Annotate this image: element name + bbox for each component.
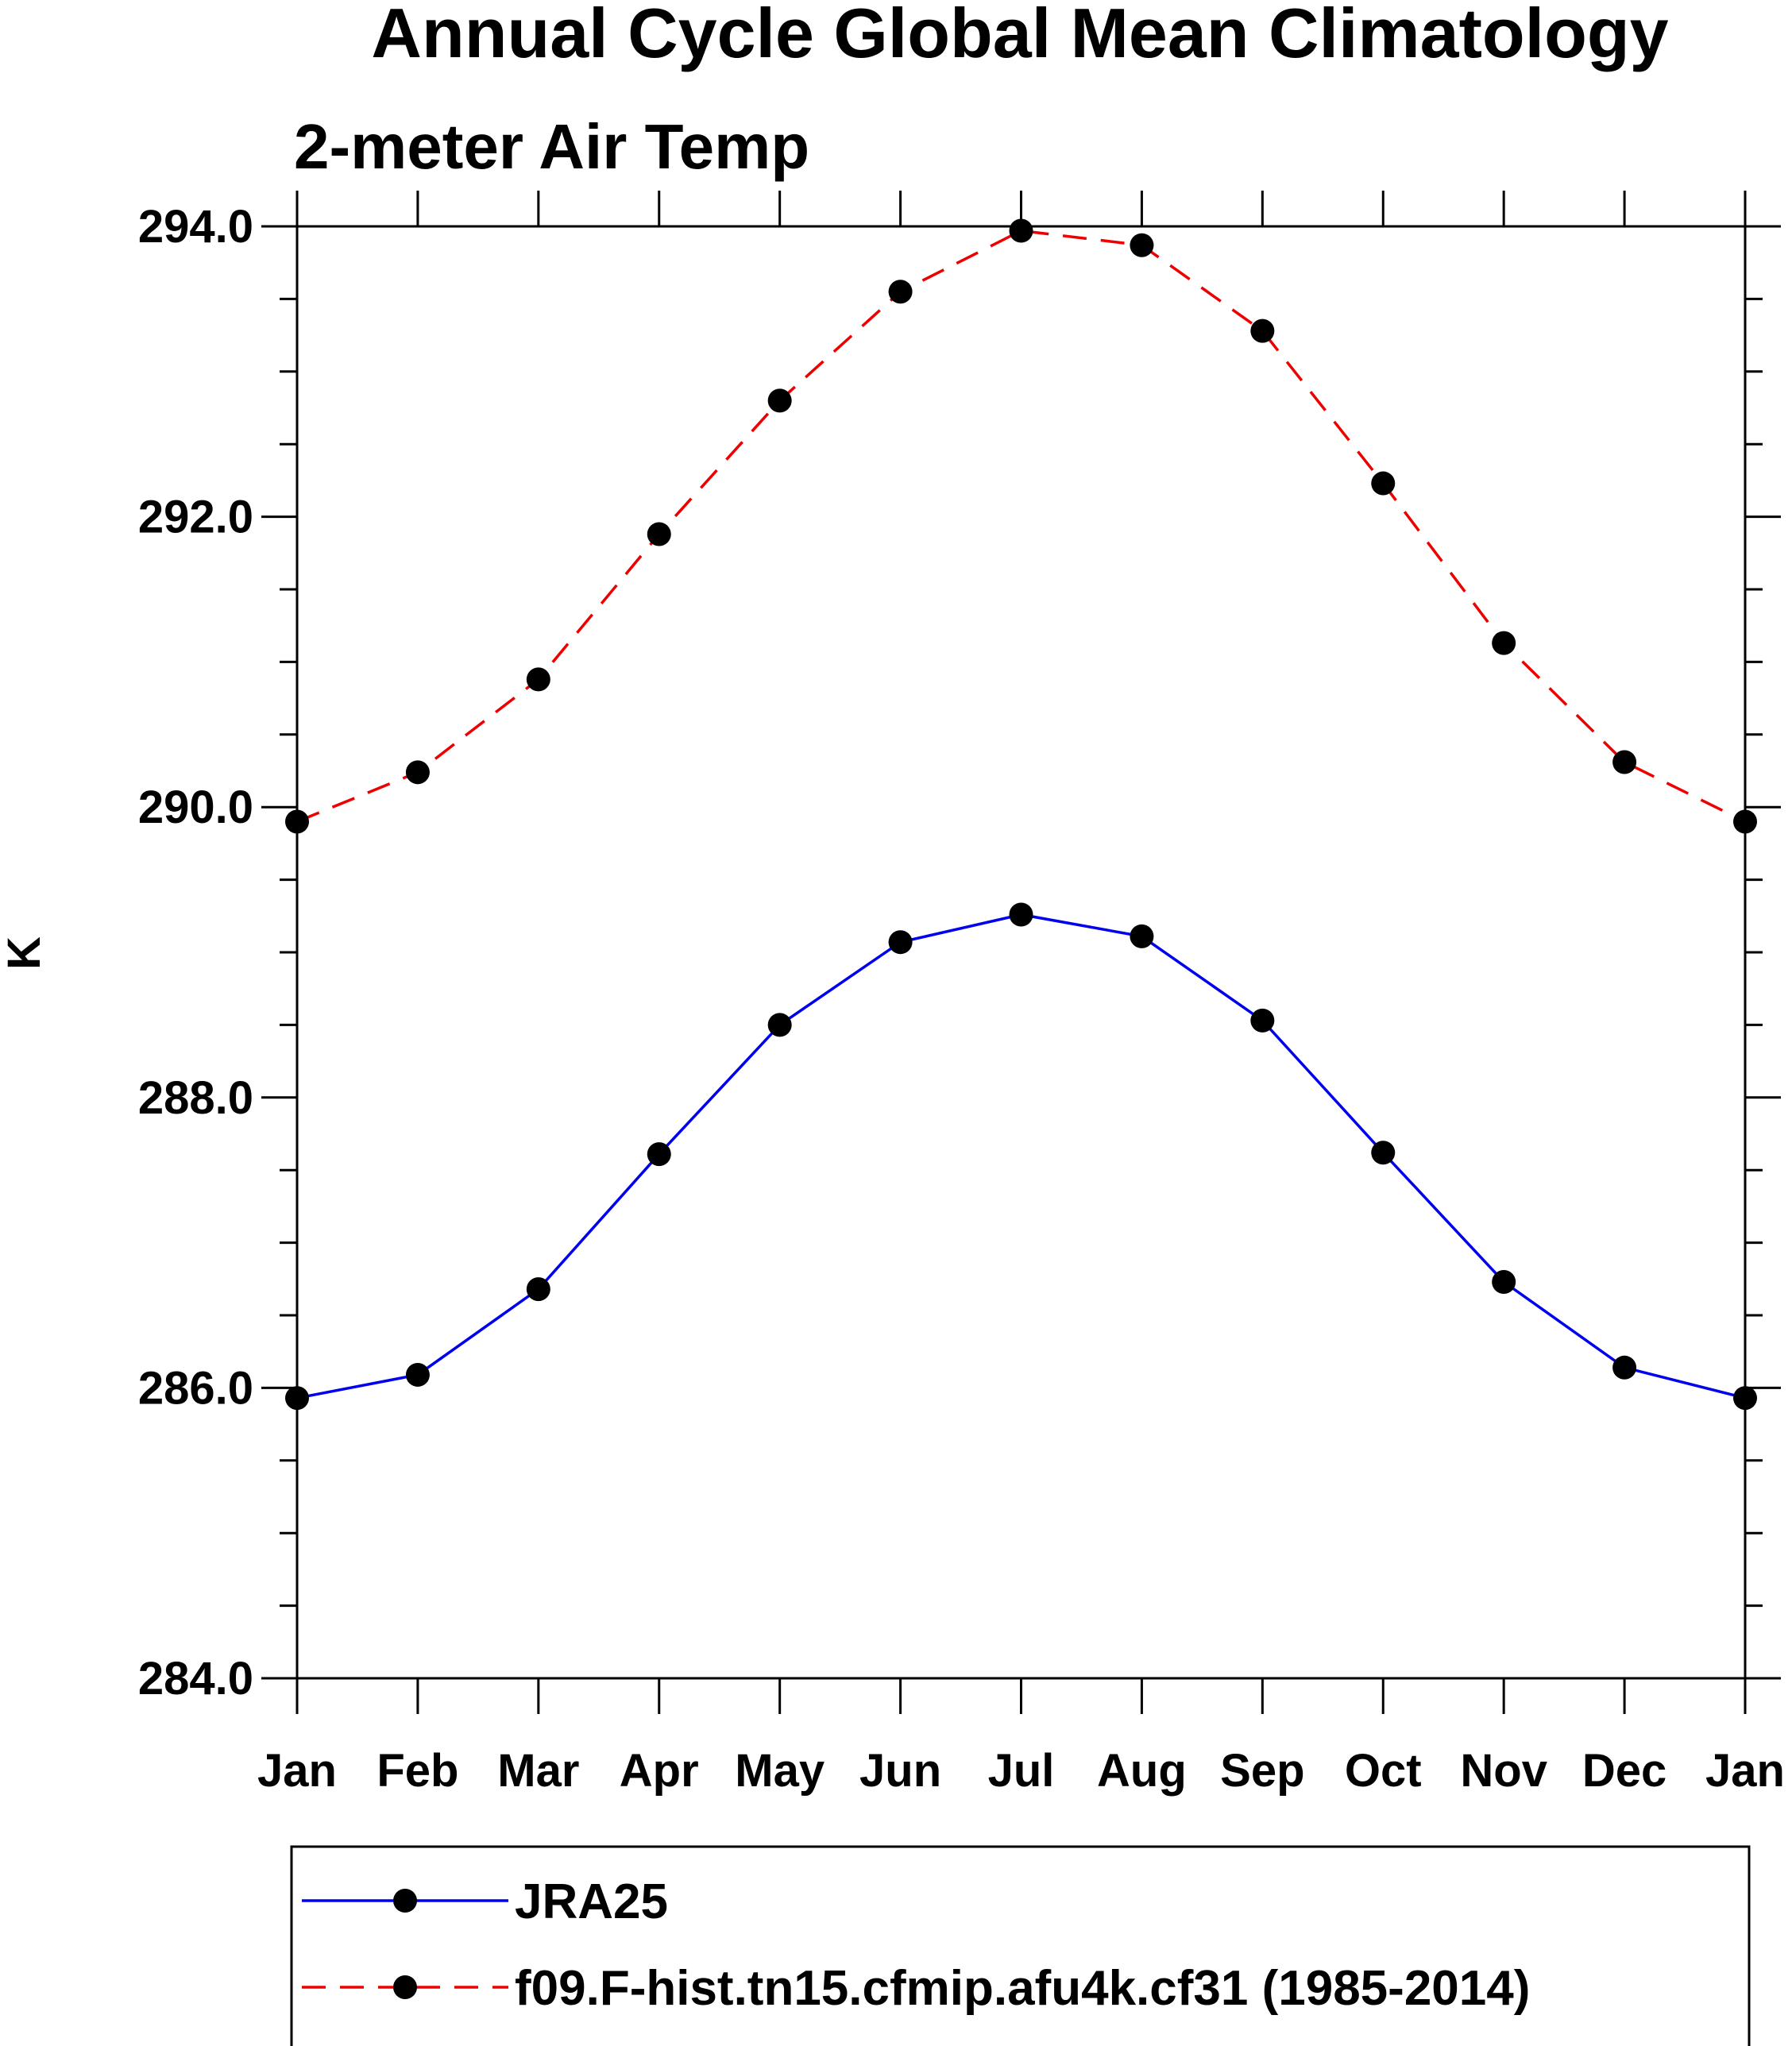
y-tick-label: 292.0 [138,492,253,543]
series-1-point [1733,1386,1757,1411]
series-2-point [1492,631,1516,655]
series-1-point [526,1277,550,1302]
x-tick-label: May [735,1745,825,1797]
chart-subtitle: 2-meter Air Temp [294,111,809,182]
x-tick-label: Feb [377,1745,458,1797]
y-tick-label: 284.0 [138,1653,253,1704]
legend-label-2: f09.F-hist.tn15.cfmip.afu4k.cf31 (1985-2… [515,1961,1530,2016]
x-tick-label: Jan [1705,1745,1785,1797]
x-tick-label: Jan [257,1745,337,1797]
x-tick-label: Apr [620,1745,699,1797]
y-tick-label: 294.0 [138,201,253,253]
series-lines [296,229,1746,1399]
y-axis-label: K [0,936,50,970]
x-tick-label: Sep [1220,1745,1304,1797]
series-line-2 [296,229,1746,824]
series-2-point [1009,218,1033,243]
x-tick-label: Mar [497,1745,579,1797]
legend-marker-1 [393,1889,417,1913]
y-tick-label: 290.0 [138,782,253,833]
x-tick-label: Dec [1582,1745,1666,1797]
x-tick-label: Aug [1097,1745,1187,1797]
series-1-point [1250,1008,1275,1033]
series-1-point [1612,1355,1637,1380]
series-2-point [1371,471,1396,496]
legend-label-1: JRA25 [515,1874,668,1929]
series-2-point [526,667,550,692]
series-2-point [1733,809,1757,834]
legend-box [290,1845,1751,2046]
series-1-point [405,1362,430,1387]
legend-entries: JRA25 f09.F-hist.tn15.cfmip.afu4k.cf31 (1… [302,1874,1530,2016]
series-2-point [285,809,309,834]
x-tick-labels: Jan Feb Mar Apr May Jun Jul Aug Sep Oct Nov Dec Jan [257,1745,1785,1797]
chart-title: Annual Cycle Global Mean Climatology [371,0,1668,72]
series-1-point [1371,1141,1396,1165]
series-1-point [888,930,913,955]
series-markers [285,218,1757,1411]
x-tick-label: Nov [1460,1745,1547,1797]
x-tick-label: Jul [988,1745,1055,1797]
y-tick-label: 286.0 [138,1362,253,1414]
y-tick-labels: 284.0 286.0 288.0 290.0 292.0 294.0 [138,201,253,1704]
axis-ticks [261,191,1781,1714]
series-1-point [1492,1269,1516,1294]
series-2-point [888,280,913,304]
series-2-point [405,760,430,785]
x-tick-label: Jun [859,1745,941,1797]
plot-frame [295,225,1747,1680]
legend-marker-2 [393,1975,417,1999]
series-1-point [285,1386,309,1411]
series-1-point [1009,902,1033,927]
series-1-point [767,1013,792,1037]
series-2-point [1612,750,1637,774]
x-tick-label: Oct [1345,1745,1422,1797]
series-2-point [1250,318,1275,343]
series-2-point [1130,233,1154,257]
legend: JRA25 f09.F-hist.tn15.cfmip.afu4k.cf31 (1… [290,1845,1751,2046]
series-2-point [767,388,792,413]
series-2-point [647,522,671,546]
series-1-point [1130,924,1154,948]
series-line-1 [296,913,1746,1399]
series-1-point [647,1142,671,1167]
y-tick-label: 288.0 [138,1072,253,1124]
